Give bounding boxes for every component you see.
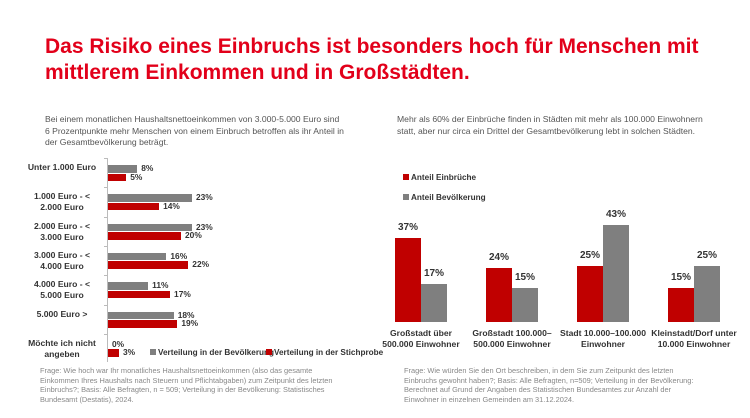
legend-sample: Verteilung in der Stichprobe bbox=[266, 348, 383, 357]
data-label: 0% bbox=[112, 338, 125, 349]
left-footnote: Frage: Wie hoch war Ihr monatliches Haus… bbox=[40, 366, 333, 404]
legend-swatch-red bbox=[266, 349, 272, 355]
category-label: 5.000 Euro > bbox=[36, 308, 88, 319]
bar-population bbox=[512, 288, 538, 322]
data-label: 22% bbox=[192, 259, 210, 270]
bar-population bbox=[421, 283, 447, 322]
bar-sample bbox=[108, 320, 178, 328]
bar-population bbox=[108, 165, 138, 173]
axis-tick bbox=[104, 187, 108, 189]
bar-population bbox=[108, 194, 192, 202]
bar-population bbox=[108, 223, 192, 232]
bar-population bbox=[108, 311, 174, 319]
data-label: 17% bbox=[423, 267, 444, 279]
data-label: 23% bbox=[195, 192, 213, 203]
right-intro: Mehr als 60% der Einbrüche finden in Stä… bbox=[397, 114, 703, 136]
legend-label: Verteilung in der Bevölkerung bbox=[158, 348, 275, 357]
data-label: 20% bbox=[185, 230, 202, 241]
data-label: 3% bbox=[122, 347, 136, 358]
axis-tick bbox=[104, 275, 108, 277]
bar-sample bbox=[108, 261, 189, 269]
legend-burglaries: Anteil Einbrüche bbox=[403, 173, 476, 182]
bar-burglaries bbox=[577, 265, 603, 322]
right-footnote: Frage: Wie würden Sie den Ort beschreibe… bbox=[404, 366, 694, 404]
data-label: 8% bbox=[141, 163, 154, 173]
legend-label: Verteilung in der Stichprobe bbox=[274, 348, 384, 357]
data-label: 43% bbox=[605, 208, 626, 220]
legend-swatch-gray bbox=[150, 349, 156, 355]
bar-population bbox=[694, 265, 720, 322]
category-label: Großstadt über 500.000 Einwohner bbox=[382, 328, 460, 349]
category-label: Möchte ich nicht angeben bbox=[28, 337, 96, 359]
bar-burglaries bbox=[668, 288, 694, 322]
legend-label: Anteil Einbrüche bbox=[411, 173, 477, 182]
axis-tick bbox=[104, 333, 108, 335]
data-label: 37% bbox=[397, 222, 418, 234]
data-label: 16% bbox=[170, 250, 188, 261]
axis-tick bbox=[104, 245, 108, 247]
bar-sample bbox=[108, 232, 181, 240]
bar-sample bbox=[108, 173, 127, 181]
data-label: 23% bbox=[195, 221, 213, 232]
data-label: 11% bbox=[152, 280, 169, 291]
data-label: 17% bbox=[174, 288, 191, 299]
data-label: 25% bbox=[579, 249, 600, 261]
data-label: 5% bbox=[130, 171, 143, 182]
left-intro: Bei einem monatlichen Haushaltsnettoeink… bbox=[45, 114, 344, 147]
category-label: 1.000 Euro - < 2.000 Euro bbox=[33, 191, 91, 213]
category-label: Stadt 10.000–100.000 Einwohner bbox=[559, 328, 646, 349]
data-label: 14% bbox=[163, 200, 180, 211]
data-label: 24% bbox=[488, 251, 509, 263]
legend-swatch-gray bbox=[403, 194, 409, 200]
category-label: Großstadt 100.000–500.000 Einwohner bbox=[472, 328, 552, 349]
bar-burglaries bbox=[486, 267, 512, 322]
legend-population: Verteilung in der Bevölkerung bbox=[150, 348, 274, 357]
axis-tick bbox=[104, 304, 108, 306]
category-label: Unter 1.000 Euro bbox=[27, 162, 97, 172]
y-axis bbox=[107, 158, 108, 362]
bar-sample bbox=[108, 202, 160, 211]
data-label: 25% bbox=[696, 249, 717, 261]
data-label: 15% bbox=[670, 272, 691, 284]
axis-tick bbox=[104, 158, 108, 159]
bar-sample bbox=[108, 349, 119, 357]
page-title: Das Risiko eines Einbruchs ist besonders… bbox=[45, 35, 699, 84]
bar-burglaries bbox=[395, 238, 421, 322]
data-label: 18% bbox=[177, 309, 195, 320]
category-label: Kleinstadt/Dorf unter 10.000 Einwohner bbox=[651, 328, 737, 349]
data-label: 15% bbox=[514, 272, 535, 284]
category-label: 3.000 Euro - < 4.000 Euro bbox=[33, 249, 91, 271]
axis-tick bbox=[104, 216, 108, 218]
category-label: 2.000 Euro - < 3.000 Euro bbox=[33, 220, 91, 242]
legend-population-share: Anteil Bevölkerung bbox=[403, 193, 486, 202]
category-label: 4.000 Euro - < 5.000 Euro bbox=[33, 279, 91, 301]
bar-population bbox=[108, 252, 167, 261]
bar-sample bbox=[108, 290, 171, 299]
data-label: 19% bbox=[181, 318, 199, 328]
legend-label: Anteil Bevölkerung bbox=[411, 193, 486, 202]
bar-population bbox=[108, 282, 149, 290]
legend-swatch-red bbox=[403, 174, 409, 180]
bar-population bbox=[603, 224, 629, 322]
